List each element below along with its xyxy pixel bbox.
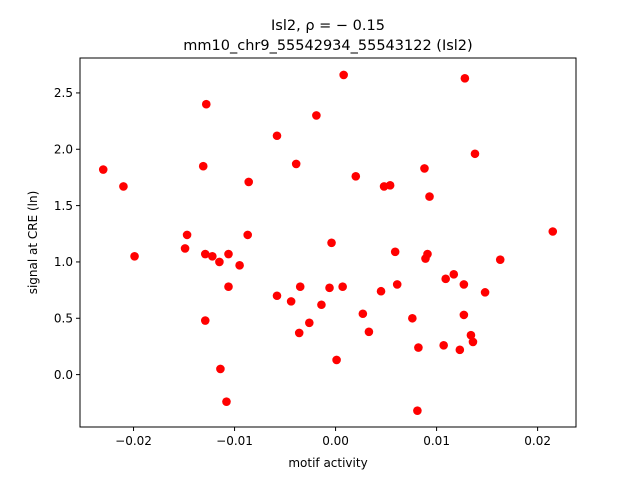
data-point	[286, 297, 296, 306]
data-point	[201, 99, 211, 109]
data-point	[272, 131, 282, 141]
x-axis-label: motif activity	[288, 456, 367, 470]
y-tick-label: 1.0	[54, 255, 73, 269]
data-point	[339, 70, 348, 80]
data-point	[414, 343, 423, 352]
data-point	[216, 364, 225, 374]
data-points	[98, 70, 558, 415]
x-axis-ticks: −0.02 −0.01 0.00 0.01 0.02	[115, 427, 551, 448]
data-point	[130, 251, 139, 261]
data-point	[312, 111, 321, 120]
data-point	[198, 161, 208, 171]
data-point	[215, 257, 224, 267]
data-point	[459, 280, 469, 289]
data-point	[332, 355, 341, 365]
data-point	[200, 249, 210, 259]
data-point	[439, 341, 448, 350]
x-tick-label: 0.02	[524, 434, 551, 448]
chart-title-line2: mm10_chr9_55542934_55543122 (Isl2)	[183, 38, 472, 54]
y-tick-label: 0.5	[54, 312, 73, 326]
plot-frame	[79, 57, 577, 428]
data-point	[243, 230, 252, 240]
chart-title-line1: Isl2, ρ = − 0.15	[271, 18, 385, 34]
data-point	[235, 261, 244, 270]
data-point	[480, 288, 490, 297]
data-point	[385, 181, 395, 190]
data-point	[224, 282, 233, 292]
data-point	[200, 316, 210, 325]
y-tick-label: 0.0	[54, 368, 73, 382]
data-point	[338, 282, 347, 292]
y-axis-label: signal at CRE (ln)	[26, 191, 40, 295]
data-point	[392, 280, 402, 289]
data-point	[119, 182, 128, 191]
data-point	[470, 149, 480, 159]
x-tick-label: −0.02	[115, 434, 152, 448]
x-tick-label: 0.01	[423, 434, 450, 448]
data-point	[182, 230, 192, 240]
data-point	[224, 249, 233, 259]
data-point	[291, 159, 301, 169]
data-point	[351, 172, 361, 181]
data-point	[317, 300, 326, 310]
data-point	[208, 251, 217, 261]
data-point	[244, 177, 253, 187]
data-point	[413, 406, 422, 415]
data-point	[495, 255, 505, 264]
data-point	[327, 238, 336, 248]
data-point	[455, 345, 465, 355]
data-point	[460, 73, 470, 83]
data-point	[376, 286, 386, 296]
data-point	[325, 283, 334, 293]
y-tick-label: 2.5	[54, 86, 73, 100]
data-point	[390, 247, 400, 257]
data-point	[548, 227, 558, 236]
data-point	[98, 165, 108, 174]
y-tick-label: 1.5	[54, 199, 73, 213]
data-point	[420, 164, 429, 173]
data-point	[425, 192, 434, 201]
data-point	[222, 397, 231, 406]
data-point	[358, 309, 368, 319]
y-axis-ticks: 0.0 0.5 1.0 1.5 2.0 2.5	[54, 86, 80, 382]
data-point	[441, 274, 450, 284]
x-tick-label: 0.00	[322, 434, 349, 448]
data-point	[459, 310, 469, 320]
data-point	[408, 313, 417, 323]
y-tick-label: 2.0	[54, 143, 73, 157]
data-point	[272, 291, 282, 301]
data-point	[449, 270, 459, 279]
x-tick-label: −0.01	[216, 434, 253, 448]
data-point	[468, 337, 478, 347]
data-point	[466, 330, 476, 340]
data-point	[294, 328, 304, 338]
data-point	[364, 327, 374, 337]
data-point	[295, 282, 305, 292]
data-point	[305, 318, 314, 328]
data-point	[180, 244, 190, 253]
data-point	[423, 249, 432, 259]
